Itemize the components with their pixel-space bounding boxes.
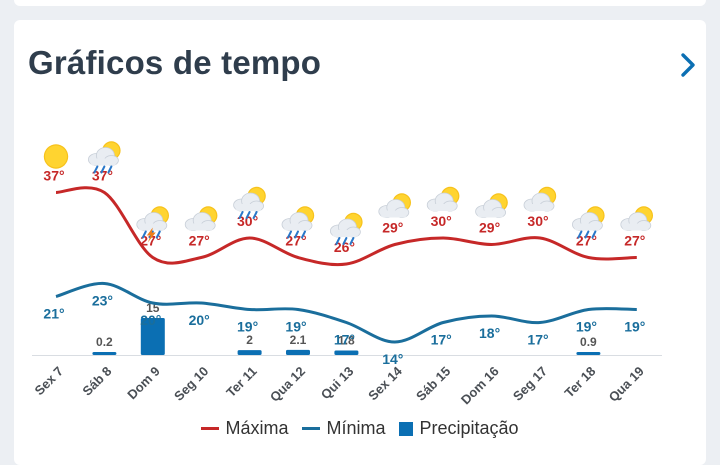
min-temp-label: 21° — [43, 306, 64, 322]
sun-cloud-rain-icon — [88, 141, 121, 174]
max-temp-label: 27° — [285, 233, 306, 249]
max-temp-label: 27° — [189, 233, 210, 249]
precip-bar — [334, 350, 359, 355]
max-temp-label: 26° — [334, 239, 355, 255]
min-temp-label: 19° — [237, 319, 258, 335]
sun-icon — [43, 144, 69, 169]
max-temp-label: 27° — [624, 233, 645, 249]
x-tick-label: Seg 10 — [171, 364, 211, 404]
weather-chart-card — [14, 20, 706, 465]
min-temp-label: 19° — [285, 319, 306, 335]
chevron-right-icon[interactable] — [676, 50, 702, 80]
x-tick-label: Sáb 15 — [413, 364, 453, 404]
legend-precip-label: Precipitação — [419, 418, 519, 438]
precip-value-label: 2.1 — [290, 333, 307, 347]
min-temp-label: 20° — [140, 312, 161, 328]
x-tick-label: Sáb 8 — [79, 364, 114, 399]
min-temp-line — [55, 281, 637, 344]
sun-cloud-storm-icon — [136, 206, 169, 243]
precip-bar — [92, 352, 117, 355]
min-temp-label: 19° — [576, 319, 597, 335]
max-temp-label: 27° — [576, 233, 597, 249]
x-tick-label: Sex 7 — [31, 364, 66, 399]
legend-precip-swatch — [399, 421, 414, 436]
max-temp-label: 27° — [140, 233, 161, 249]
precip-bar — [237, 350, 262, 355]
legend-min-label: Mínima — [326, 418, 386, 438]
x-tick-label: Ter 18 — [562, 364, 599, 401]
precip-bar — [140, 318, 165, 355]
x-tick-label: Dom 9 — [124, 364, 163, 403]
sun-cloud-rain-icon — [233, 186, 266, 219]
chart-legend: Máxima Mínima Precipitação — [0, 418, 720, 439]
min-temp-label: 19° — [624, 319, 645, 335]
min-temp-label: 23° — [92, 293, 113, 309]
min-temp-label: 17° — [334, 332, 355, 348]
precip-value-label: 0.9 — [580, 335, 597, 349]
sun-cloud-icon — [523, 186, 557, 212]
max-temp-label: 30° — [431, 213, 452, 229]
legend-precip[interactable]: Precipitação — [399, 418, 519, 439]
sun-cloud-icon — [426, 186, 460, 212]
precip-bar — [576, 352, 601, 355]
precip-bar — [286, 349, 310, 355]
x-tick-label: Qua 19 — [606, 364, 647, 405]
page-title: Gráficos de tempo — [28, 44, 322, 81]
x-tick-label: Ter 11 — [223, 364, 260, 401]
min-temp-label: 17° — [527, 332, 548, 348]
min-temp-label: 18° — [479, 325, 500, 341]
min-temp-label: 17° — [431, 332, 452, 348]
x-tick-label: Qua 12 — [267, 364, 308, 405]
max-temp-label: 30° — [237, 213, 258, 229]
sun-cloud-icon — [475, 193, 508, 218]
sun-cloud-rain-icon — [572, 206, 605, 239]
x-tick-label: Sex 14 — [365, 363, 405, 403]
x-tick-label: Seg 17 — [510, 364, 550, 404]
min-temp-label: 20° — [189, 312, 210, 328]
sun-cloud-icon — [184, 206, 218, 231]
legend-min-swatch — [302, 427, 321, 430]
sun-cloud-icon — [378, 193, 411, 218]
legend-max[interactable]: Máxima — [201, 418, 288, 439]
x-tick-label: Dom 16 — [458, 364, 502, 408]
legend-max-label: Máxima — [225, 418, 289, 438]
legend-max-swatch — [201, 427, 220, 430]
x-tick-label: Qui 13 — [318, 364, 357, 403]
precip-value-label: 1.8 — [338, 334, 355, 348]
previous-card — [14, 0, 706, 6]
max-temp-label: 37° — [92, 168, 113, 184]
max-temp-label: 29° — [479, 220, 500, 236]
max-temp-label: 29° — [382, 220, 403, 236]
sun-cloud-rain-icon — [329, 212, 363, 245]
sun-cloud-icon — [620, 206, 653, 231]
precip-value-label: 0.2 — [96, 335, 113, 349]
max-temp-label: 30° — [527, 213, 548, 229]
max-temp-label: 37° — [43, 168, 64, 184]
min-temp-label: 14° — [382, 351, 403, 367]
legend-min[interactable]: Mínima — [302, 418, 385, 439]
max-temp-line — [55, 186, 637, 267]
precip-value-label: 2 — [246, 333, 253, 347]
sun-cloud-rain-icon — [281, 206, 315, 239]
